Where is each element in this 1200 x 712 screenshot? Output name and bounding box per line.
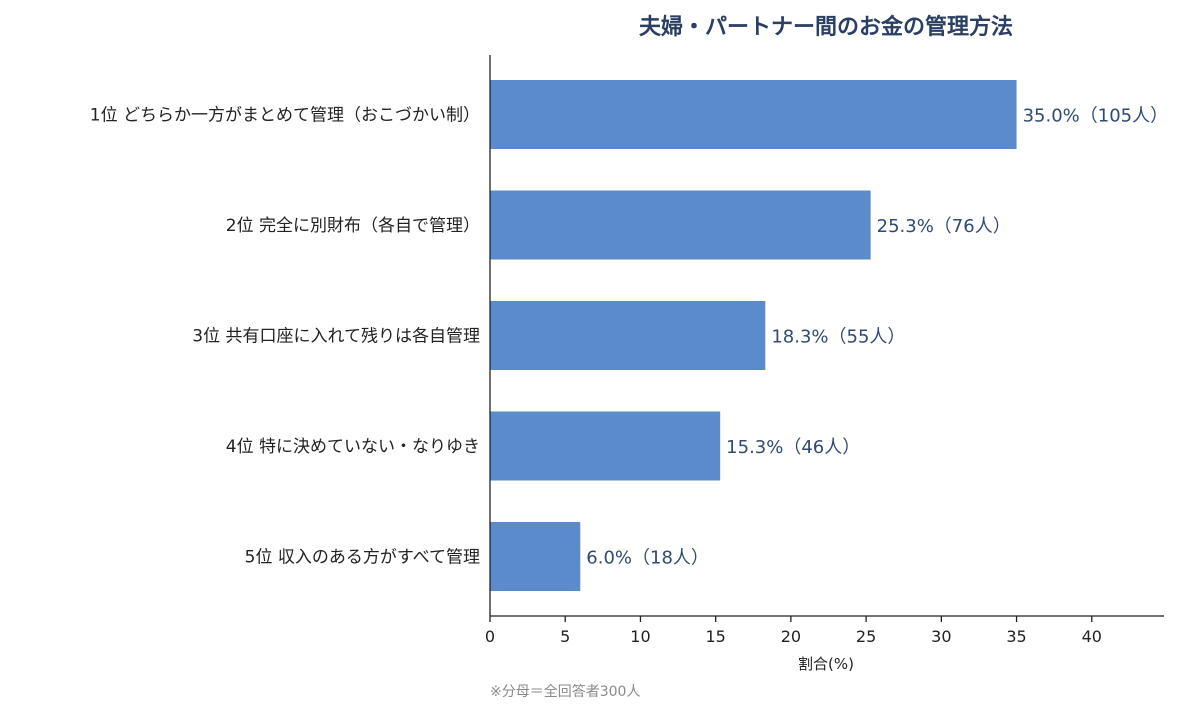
data-label-1: 35.0%（105人） xyxy=(1023,106,1169,127)
bar-1 xyxy=(490,80,1017,149)
x-axis-ticks: 0 5 10 15 20 25 30 35 40 xyxy=(485,616,1102,646)
x-tick-label-10: 10 xyxy=(630,627,650,646)
bar-2 xyxy=(490,190,871,260)
data-label-3: 18.3%（55人） xyxy=(771,327,905,348)
bar-4 xyxy=(490,411,721,481)
category-label-2: 2位 完全に別財布（各自で管理） xyxy=(226,216,480,236)
category-label-1: 1位 どちらか一方がまとめて管理（おこづかい制） xyxy=(90,106,480,126)
data-label-4: 15.3%（46人） xyxy=(726,437,860,458)
data-label-5: 6.0%（18人） xyxy=(586,548,709,569)
category-labels: 1位 どちらか一方がまとめて管理（おこづかい制） 2位 完全に別財布（各自で管理）… xyxy=(90,106,480,568)
x-axis-label: 割合(%) xyxy=(798,655,854,673)
bar-3 xyxy=(490,301,766,370)
data-labels: 35.0%（105人） 25.3%（76人） 18.3%（55人） 15.3%（46人… xyxy=(586,106,1168,569)
category-label-3: 3位 共有口座に入れて残りは各自管理 xyxy=(192,327,480,347)
category-label-4: 4位 特に決めていない・なりゆき xyxy=(226,437,480,457)
x-tick-label-35: 35 xyxy=(1006,627,1026,646)
x-tick-label-40: 40 xyxy=(1082,627,1102,646)
x-tick-label-20: 20 xyxy=(781,627,801,646)
chart-title: 夫婦・パートナー間のお金の管理方法 xyxy=(639,14,1013,40)
bar-5 xyxy=(490,522,581,591)
data-label-2: 25.3%（76人） xyxy=(877,216,1011,237)
bars-group xyxy=(490,80,1017,591)
x-tick-label-15: 15 xyxy=(705,627,725,646)
x-tick-label-5: 5 xyxy=(560,627,570,646)
x-tick-label-30: 30 xyxy=(931,627,951,646)
category-label-5: 5位 収入のある方がすべて管理 xyxy=(245,548,480,568)
x-tick-label-25: 25 xyxy=(856,627,876,646)
x-tick-label-0: 0 xyxy=(485,627,495,646)
footnote: ※分母＝全回答者300人 xyxy=(490,683,640,700)
